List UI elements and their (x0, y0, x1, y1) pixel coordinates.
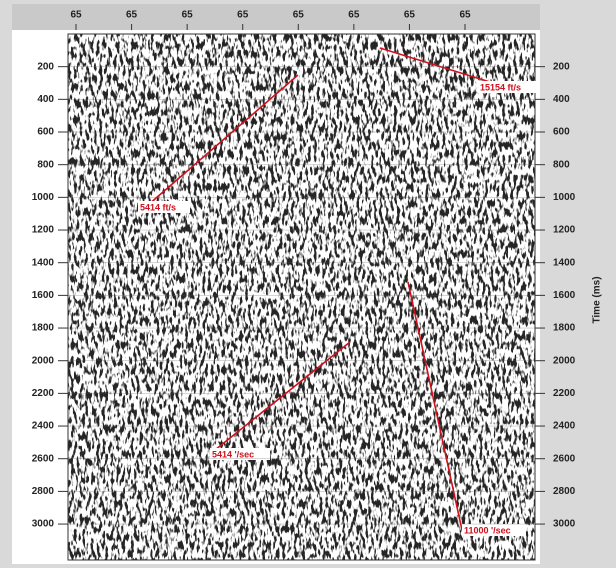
y-tick-label: 2400 (553, 421, 576, 432)
y-tick-label: 800 (37, 159, 54, 170)
trace-label: 65 (237, 10, 249, 21)
trace-label: 65 (348, 10, 360, 21)
annotation: 15154 ft/s (480, 82, 521, 92)
y-tick-label: 2400 (32, 421, 55, 432)
y-tick-label: 800 (553, 159, 570, 170)
y-tick-label: 400 (37, 94, 54, 105)
y-tick-label: 200 (553, 61, 570, 72)
trace-label: 65 (293, 10, 305, 21)
y-tick-label: 2800 (32, 486, 55, 497)
y-tick-label: 2600 (553, 453, 576, 464)
y-tick-label: 2200 (553, 388, 576, 399)
trace-label: 65 (459, 10, 471, 21)
annotation-box (138, 201, 190, 213)
velocity-lines (147, 47, 491, 531)
annotation-box (478, 81, 536, 93)
trace-label: 65 (126, 10, 138, 21)
annotation: 5414 ft/s (140, 202, 176, 212)
y-tick-label: 1000 (32, 192, 55, 203)
y-tick-label: 1600 (553, 290, 576, 301)
y-tick-label: 1200 (553, 225, 576, 236)
y-tick-label: 600 (553, 127, 570, 138)
y-tick-label: 400 (553, 94, 570, 105)
y-tick-label: 1400 (32, 257, 55, 268)
velocity-line (379, 47, 491, 83)
top-band (12, 4, 540, 30)
y-tick-label: 2600 (32, 453, 55, 464)
plot-border (67, 33, 536, 561)
y-tick-label: 1200 (32, 225, 55, 236)
annotation: 11000 '/sec (464, 525, 511, 535)
y-tick-label: 1800 (553, 323, 576, 334)
annotation-box (462, 524, 526, 536)
y-tick-label: 1000 (553, 192, 576, 203)
y-axis-label: Time (ms) (592, 276, 603, 323)
y-tick-label: 2000 (553, 355, 576, 366)
velocity-line (214, 341, 351, 451)
annotation-box (210, 448, 270, 460)
y-tick-label: 2200 (32, 388, 55, 399)
velocity-line (147, 74, 299, 206)
y-tick-label: 3000 (32, 519, 55, 530)
y-tick-label: 3000 (553, 519, 576, 530)
trace-label: 65 (70, 10, 82, 21)
trace-label: 65 (404, 10, 416, 21)
trace-label: 65 (182, 10, 194, 21)
velocity-line (407, 281, 463, 531)
annotation: 5414 '/sec (212, 449, 254, 459)
seismic-traces (68, 34, 535, 560)
y-tick-label: 2000 (32, 355, 55, 366)
y-tick-label: 200 (37, 61, 54, 72)
y-tick-label: 1400 (553, 257, 576, 268)
y-tick-label: 2800 (553, 486, 576, 497)
y-tick-label: 1600 (32, 290, 55, 301)
y-tick-label: 600 (37, 127, 54, 138)
y-tick-label: 1800 (32, 323, 55, 334)
